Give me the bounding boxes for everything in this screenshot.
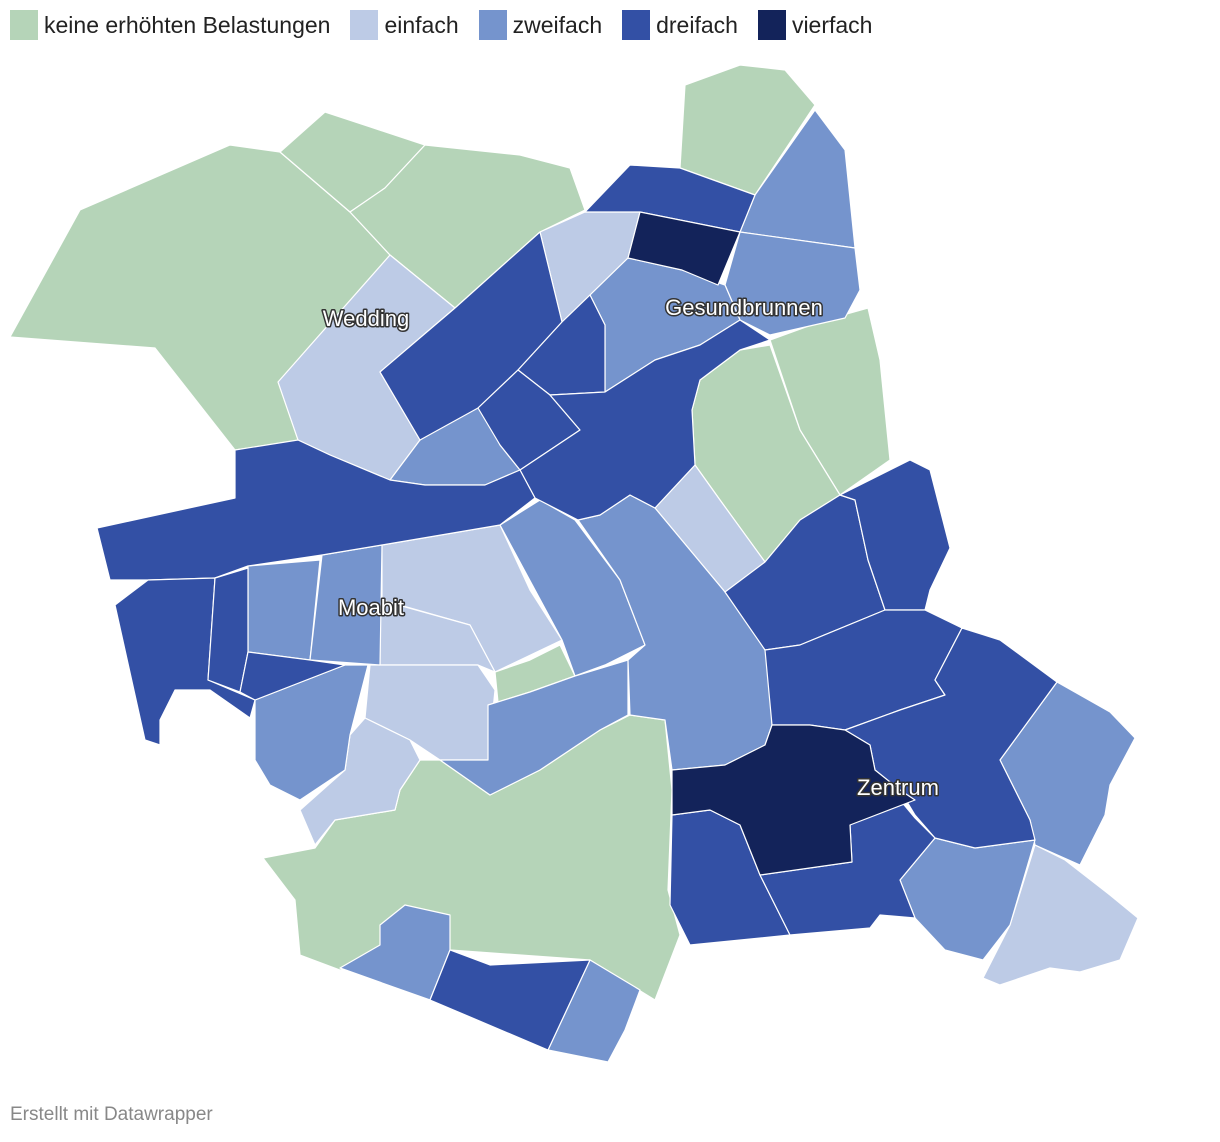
legend-swatch-einfach <box>350 10 379 40</box>
district-gesundbrunnen-core[interactable] <box>627 211 741 286</box>
district-moabit-small-dark[interactable] <box>239 651 346 701</box>
legend-item-einfach[interactable]: einfach <box>350 10 459 40</box>
legend-swatch-zweifach <box>478 10 507 40</box>
district-moabit-west-mid[interactable] <box>247 559 321 661</box>
district-brunnenstrasse-far-east-dark[interactable] <box>839 459 951 611</box>
map-label-moabit: Moabit <box>338 595 404 620</box>
legend-label-zweifach: zweifach <box>512 12 603 38</box>
district-moabit-west-dark[interactable] <box>114 577 256 746</box>
district-zentrum-southeast-light[interactable] <box>982 844 1139 986</box>
legend-item-zweifach[interactable]: zweifach <box>478 10 603 40</box>
district-moabit-south-mid[interactable] <box>439 659 629 796</box>
district-zentrum-ne-dark[interactable] <box>844 627 1058 849</box>
legend-item-dreifach[interactable]: dreifach <box>622 10 738 40</box>
district-moabit-strip-dark[interactable] <box>207 567 249 693</box>
legend-label-vierfach: vierfach <box>791 12 873 38</box>
map-label-wedding: Wedding <box>323 306 409 331</box>
district-moabit-southwest-mid[interactable] <box>254 664 369 801</box>
legend-label-einfach: einfach <box>384 12 459 38</box>
legend-label-dreifach: dreifach <box>656 12 738 38</box>
legend-swatch-dreifach <box>622 10 651 40</box>
datawrapper-credit[interactable]: Erstellt mit Datawrapper <box>10 1104 213 1125</box>
legend-swatch-keine <box>10 10 38 40</box>
district-tiergarten-south-dark[interactable] <box>429 949 591 1051</box>
legend-swatch-vierfach <box>757 10 786 40</box>
legend-item-vierfach[interactable]: vierfach <box>757 10 873 40</box>
map-legend: keine erhöhten Belastungen einfach zweif… <box>10 10 872 40</box>
map-label-zentrum: Zentrum <box>857 775 939 800</box>
map-label-gesundbrunnen: Gesundbrunnen <box>665 295 823 320</box>
choropleth-map: Wedding Gesundbrunnen Moabit Zentrum <box>9 64 1139 1063</box>
district-zentrum-core[interactable] <box>671 724 916 876</box>
legend-label-keine: keine erhöhten Belastungen <box>44 12 331 38</box>
legend-item-keine[interactable]: keine erhöhten Belastungen <box>10 10 330 40</box>
